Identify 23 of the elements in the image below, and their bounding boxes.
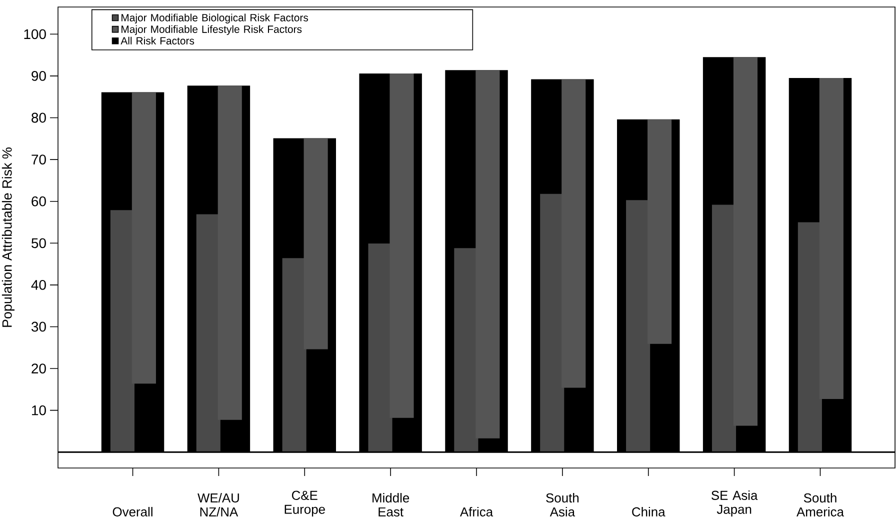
x-tick-label: Middle East: [372, 493, 410, 516]
x-tick-label: Africa: [460, 506, 494, 516]
legend-label: Major Modifiable Lifestyle Risk Factors: [122, 25, 302, 36]
y-tick-label: 90: [32, 71, 46, 81]
y-tick-label: 80: [32, 112, 46, 123]
x-tick-label: South Asia: [546, 493, 579, 516]
x-tick-label: South America: [796, 493, 844, 516]
y-tick-label: 10: [32, 405, 46, 416]
y-tick-label: 60: [32, 196, 46, 206]
legend-label: Major Modifiable Biological Risk Factors: [122, 14, 308, 24]
x-tick-label: WE/AU NZ/NA: [198, 493, 239, 516]
y-tick-label: 20: [32, 364, 46, 374]
y-axis-title: Population Attributable Risk %: [2, 148, 14, 327]
x-tick-label: China: [632, 506, 666, 516]
x-tick-label: SE Asia Japan: [712, 490, 758, 516]
legend-label: All Risk Factors: [120, 36, 194, 44]
x-tick-label: Overall: [112, 506, 152, 516]
y-tick-label: 30: [31, 322, 46, 332]
y-tick-label: 100: [24, 29, 46, 40]
x-tick-label: C&E Europe: [284, 490, 325, 516]
y-tick-label: 40: [31, 280, 46, 290]
y-tick-label: 70: [32, 154, 46, 164]
y-tick-label: 50: [32, 238, 46, 248]
